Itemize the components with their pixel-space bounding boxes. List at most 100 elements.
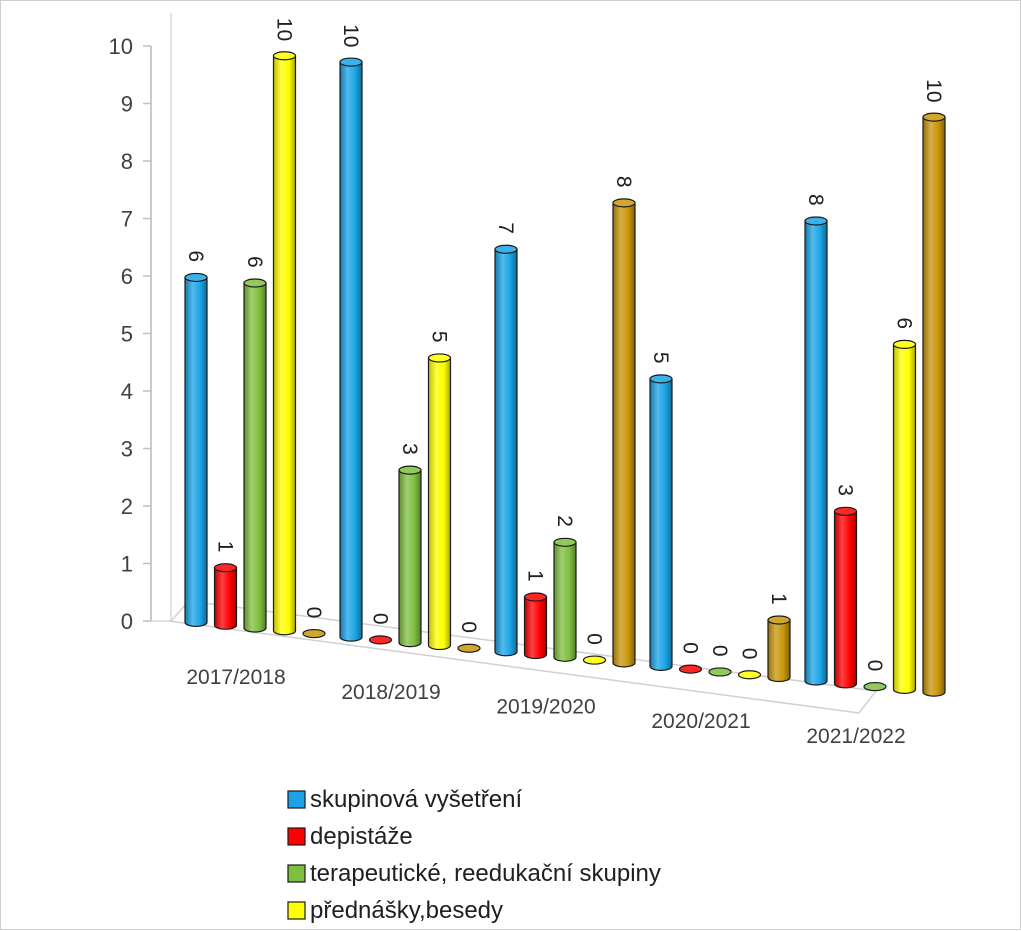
bar-body <box>243 282 267 633</box>
bar-body <box>427 357 452 650</box>
data-label: 6 <box>243 256 266 268</box>
data-label: 8 <box>804 194 827 206</box>
bar <box>213 563 238 630</box>
data-label: 7 <box>494 222 517 234</box>
y-tick-label: 3 <box>121 437 133 462</box>
legend-swatch <box>287 790 306 809</box>
y-tick-label: 8 <box>121 149 133 174</box>
bar <box>649 374 673 671</box>
bar-body <box>213 567 238 630</box>
bar-cap <box>243 278 267 288</box>
data-label: 8 <box>612 176 635 188</box>
bar-cap <box>553 537 577 547</box>
bar-cap <box>494 244 518 254</box>
bar <box>302 628 326 639</box>
bar <box>737 670 762 680</box>
bar-cap <box>427 353 452 363</box>
legend-swatch <box>287 827 306 846</box>
legend-swatch <box>287 864 306 883</box>
category-label: 2017/2018 <box>186 666 285 689</box>
y-tick-label: 0 <box>121 609 133 634</box>
data-label: 5 <box>649 352 672 364</box>
bar-body <box>767 619 791 683</box>
category-label: 2021/2022 <box>806 725 905 748</box>
data-label: 1 <box>214 541 237 553</box>
bar <box>804 216 828 686</box>
data-label: 0 <box>738 648 761 660</box>
bar <box>553 537 577 662</box>
bar-cap <box>833 506 858 516</box>
bar-cap <box>863 681 887 692</box>
bars-layer <box>184 51 946 697</box>
bar-cap <box>804 216 828 226</box>
bar-cap <box>368 635 393 645</box>
bar <box>184 272 208 627</box>
category-label: 2018/2019 <box>341 681 440 704</box>
data-label: 0 <box>863 660 886 672</box>
data-label: 6 <box>893 317 916 329</box>
y-tick-label: 10 <box>109 34 133 59</box>
data-label: 1 <box>767 593 790 605</box>
bar-cap <box>523 592 548 602</box>
bar-cap <box>302 628 326 639</box>
legend-entry: přednášky,besedy <box>287 897 503 924</box>
bar-body <box>833 510 858 689</box>
bar-cap <box>339 57 363 67</box>
data-label: 0 <box>679 642 702 654</box>
bar <box>892 339 917 694</box>
bar <box>582 655 607 665</box>
bar-body <box>553 541 577 662</box>
bar <box>243 278 267 633</box>
bar <box>833 506 858 689</box>
bar <box>272 51 297 636</box>
legend-label: přednášky,besedy <box>310 897 503 924</box>
bar-body <box>649 378 673 671</box>
data-label: 3 <box>398 443 421 455</box>
data-label: 0 <box>457 621 480 633</box>
data-label: 3 <box>834 484 857 496</box>
bar <box>708 667 732 677</box>
y-tick-label: 5 <box>121 322 133 347</box>
bar-body <box>339 61 363 642</box>
bar <box>523 592 548 660</box>
data-label: 2 <box>553 515 576 527</box>
back-wall-line <box>150 13 172 622</box>
bar-cap <box>892 339 917 349</box>
legend-label: terapeutické, reedukační skupiny <box>310 860 661 887</box>
bar-cap <box>398 465 422 475</box>
data-label: 10 <box>922 79 945 102</box>
category-labels: 2017/2018 2018/2019 2019/2020 2020/2021 2021… <box>186 666 905 748</box>
category-label: 2020/2021 <box>651 710 750 733</box>
bar <box>612 198 636 668</box>
bar <box>339 57 363 642</box>
bar <box>368 635 393 645</box>
bar <box>863 681 887 692</box>
bar-body <box>494 248 518 657</box>
bar <box>494 244 518 657</box>
data-label: 10 <box>339 24 362 47</box>
y-tick-label: 9 <box>121 92 133 117</box>
legend-label: depistáže <box>310 823 413 850</box>
bar-cap <box>737 670 762 680</box>
bar <box>767 615 791 683</box>
y-tick-label: 4 <box>121 379 133 404</box>
y-axis-ticks: 0 1 2 3 4 5 6 7 8 9 10 <box>109 34 151 634</box>
data-label: 10 <box>273 18 296 41</box>
legend-entry: terapeutické, reedukační skupiny <box>287 860 661 887</box>
bar <box>457 643 481 653</box>
data-label: 6 <box>184 250 207 262</box>
bar-body <box>922 116 946 697</box>
bar-cap <box>457 643 481 653</box>
data-label: 0 <box>369 613 392 625</box>
bar-body <box>612 202 636 668</box>
bar-cap <box>213 563 238 573</box>
legend-entry: depistáže <box>287 823 413 850</box>
bar-body <box>892 343 917 694</box>
data-label: 0 <box>302 607 325 619</box>
bar-cap <box>708 667 732 677</box>
y-tick-label: 6 <box>121 264 133 289</box>
bar-cap <box>184 272 208 283</box>
y-tick-label: 2 <box>121 494 133 519</box>
